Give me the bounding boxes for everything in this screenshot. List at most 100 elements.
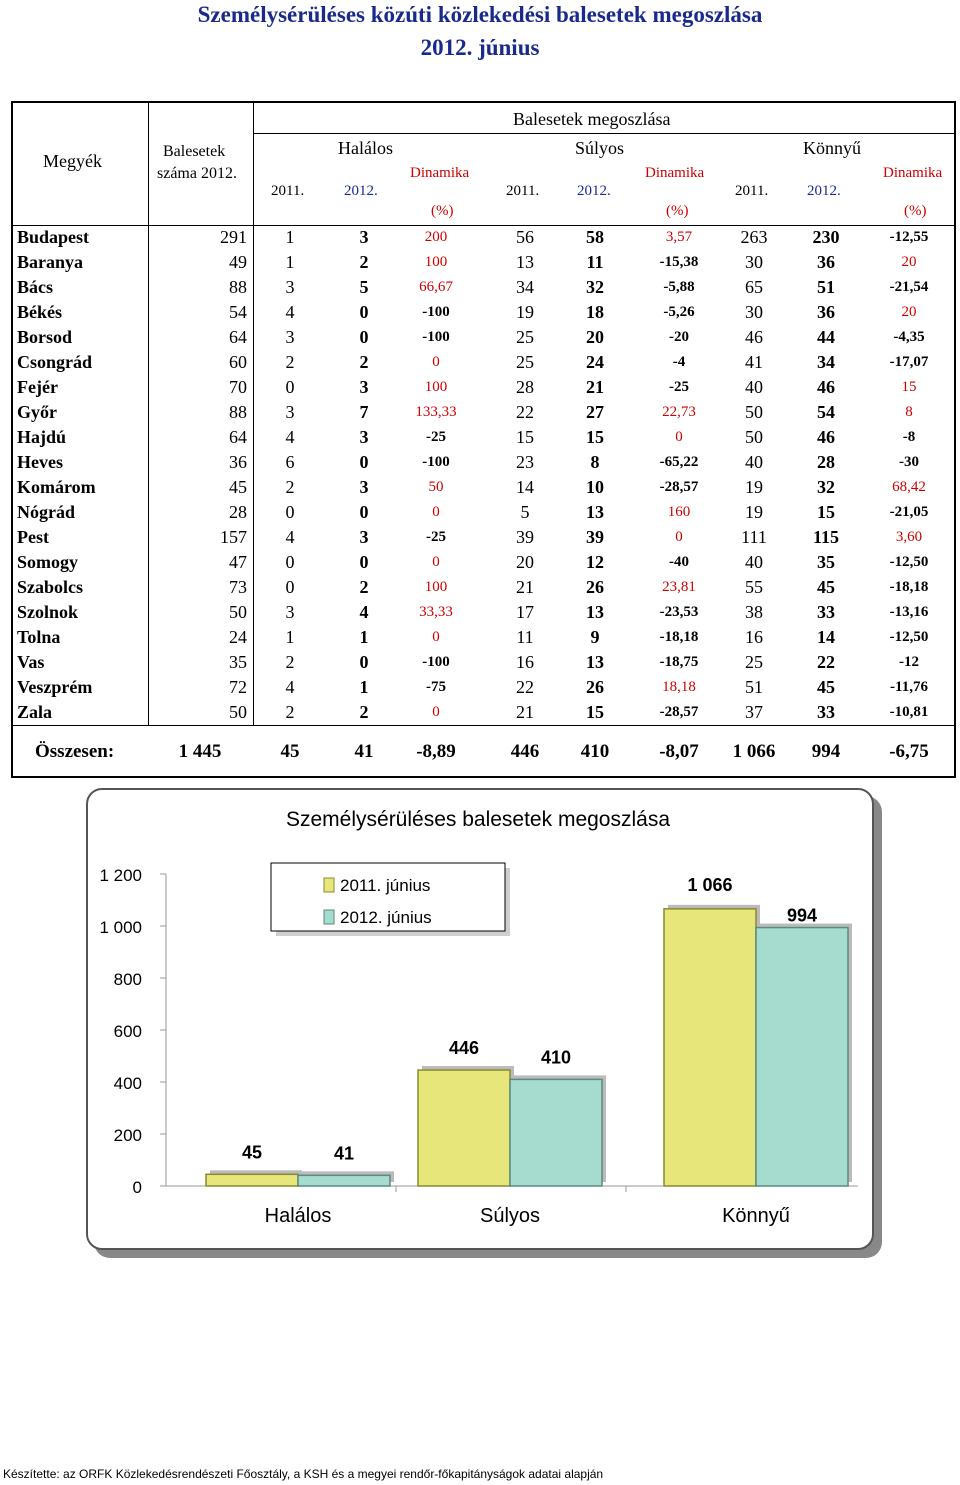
table-cell: 72 bbox=[229, 677, 247, 697]
table-cell: 157 bbox=[220, 527, 247, 547]
y-tick-label: 800 bbox=[114, 970, 142, 989]
header-group: Balesetek megoszlása bbox=[513, 109, 671, 129]
table-cell: 23,81 bbox=[662, 579, 696, 595]
county-name: Zala bbox=[17, 702, 53, 722]
table-cell: 4 bbox=[285, 527, 295, 547]
table-cell: 6 bbox=[285, 452, 295, 472]
category-label: Súlyos bbox=[480, 1205, 540, 1227]
table-cell: 68,42 bbox=[892, 479, 926, 495]
county-name: Budapest bbox=[17, 227, 90, 247]
legend-label: 2012. június bbox=[340, 908, 432, 927]
table-cell: -12,55 bbox=[889, 229, 929, 245]
table-cell: 32 bbox=[817, 477, 835, 497]
bar bbox=[509, 1078, 603, 1187]
table-cell: 64 bbox=[229, 327, 247, 347]
county-name: Vas bbox=[17, 652, 45, 672]
table-cell: 18 bbox=[586, 302, 604, 322]
table-cell: 22 bbox=[516, 402, 534, 422]
table-cell: -21,05 bbox=[889, 504, 929, 520]
page-title: Személysérüléses közúti közlekedési bale… bbox=[197, 2, 763, 27]
table-divider bbox=[148, 103, 149, 725]
header-pct-sulyos: (%) bbox=[666, 203, 689, 219]
table-cell: 22,73 bbox=[662, 404, 696, 420]
table-cell: 19 bbox=[745, 502, 763, 522]
table-cell: 28 bbox=[229, 502, 247, 522]
table-cell: -25 bbox=[426, 529, 446, 545]
table-cell: 1 bbox=[285, 627, 295, 647]
table-cell: 24 bbox=[229, 627, 247, 647]
y-tick-label: 200 bbox=[114, 1126, 142, 1145]
county-name: Borsod bbox=[17, 327, 73, 347]
table-cell: -8,07 bbox=[659, 741, 699, 762]
table-cell: -100 bbox=[422, 654, 450, 670]
table-cell: 111 bbox=[741, 527, 767, 547]
table-cell: 0 bbox=[675, 429, 683, 445]
table-cell: 15 bbox=[817, 502, 835, 522]
table-cell: -12 bbox=[899, 654, 919, 670]
table-cell: -100 bbox=[422, 454, 450, 470]
table-cell: 28 bbox=[817, 452, 835, 472]
table-cell: 30 bbox=[745, 302, 763, 322]
table-cell: 33,33 bbox=[419, 604, 453, 620]
county-name: Somogy bbox=[17, 552, 79, 572]
table-cell: -13,16 bbox=[889, 604, 929, 620]
table-cell: -4 bbox=[672, 354, 686, 370]
table-cell: 446 bbox=[510, 741, 540, 762]
table-cell: -15,38 bbox=[659, 254, 699, 270]
table-cell: 3 bbox=[359, 377, 369, 397]
header-2011-sulyos: 2011. bbox=[506, 183, 540, 199]
table-cell: 18,18 bbox=[662, 679, 696, 695]
table-cell: 263 bbox=[740, 227, 768, 247]
county-name: Csongrád bbox=[17, 352, 93, 372]
table-cell: -25 bbox=[426, 429, 446, 445]
header-2011-konnyu: 2011. bbox=[735, 183, 769, 199]
table-cell: 14 bbox=[516, 477, 534, 497]
legend bbox=[270, 862, 506, 932]
table-divider bbox=[253, 103, 254, 725]
table-cell: 45 bbox=[817, 577, 835, 597]
table-cell: 100 bbox=[424, 254, 448, 270]
table-cell: 65 bbox=[745, 277, 763, 297]
table-cell: 1 445 bbox=[178, 741, 222, 762]
legend-swatch bbox=[323, 877, 335, 893]
table-cell: 45 bbox=[229, 477, 247, 497]
table-cell: 1 bbox=[359, 677, 369, 697]
table-cell: 25 bbox=[516, 327, 534, 347]
table-cell: -100 bbox=[422, 304, 450, 320]
table-cell: 230 bbox=[812, 227, 840, 247]
header-pct-konnyu: (%) bbox=[904, 203, 927, 219]
table-divider bbox=[253, 133, 956, 134]
county-name: Bács bbox=[17, 277, 53, 297]
table-cell: 1 bbox=[285, 252, 295, 272]
table-cell: 2 bbox=[359, 577, 369, 597]
table-cell: 13 bbox=[516, 252, 534, 272]
table-cell: 34 bbox=[817, 352, 835, 372]
table-cell: 0 bbox=[285, 377, 295, 397]
table-cell: -11,76 bbox=[890, 679, 928, 695]
table-cell: 2 bbox=[359, 352, 369, 372]
table-cell: 39 bbox=[586, 527, 604, 547]
table-cell: 20 bbox=[901, 254, 917, 270]
table-cell: 34 bbox=[516, 277, 534, 297]
table-cell: 30 bbox=[745, 252, 763, 272]
table-cell: -25 bbox=[669, 379, 689, 395]
table-cell: -8,89 bbox=[416, 741, 456, 762]
chart-panel: Személysérüléses balesetek megoszlása 0 20… bbox=[86, 788, 874, 1250]
county-name: Győr bbox=[17, 402, 57, 422]
table-cell: 33 bbox=[817, 702, 835, 722]
accident-table: Megyék Balesetek száma 2012. Balesetek m… bbox=[11, 101, 956, 778]
table-cell: -12,50 bbox=[889, 629, 929, 645]
table-cell: 50 bbox=[745, 427, 763, 447]
table-cell: 22 bbox=[817, 652, 835, 672]
table-cell: 4 bbox=[359, 602, 369, 622]
county-name: Veszprém bbox=[17, 677, 93, 697]
table-cell: 2 bbox=[285, 352, 295, 372]
header-dinamika-konnyu: Dinamika bbox=[883, 165, 943, 181]
table-divider bbox=[13, 725, 956, 726]
table-cell: 4 bbox=[285, 427, 295, 447]
table-cell: 51 bbox=[745, 677, 763, 697]
table-cell: 100 bbox=[424, 579, 448, 595]
table-cell: 44 bbox=[817, 327, 835, 347]
table-cell: 88 bbox=[229, 277, 247, 297]
table-cell: 13 bbox=[586, 602, 604, 622]
